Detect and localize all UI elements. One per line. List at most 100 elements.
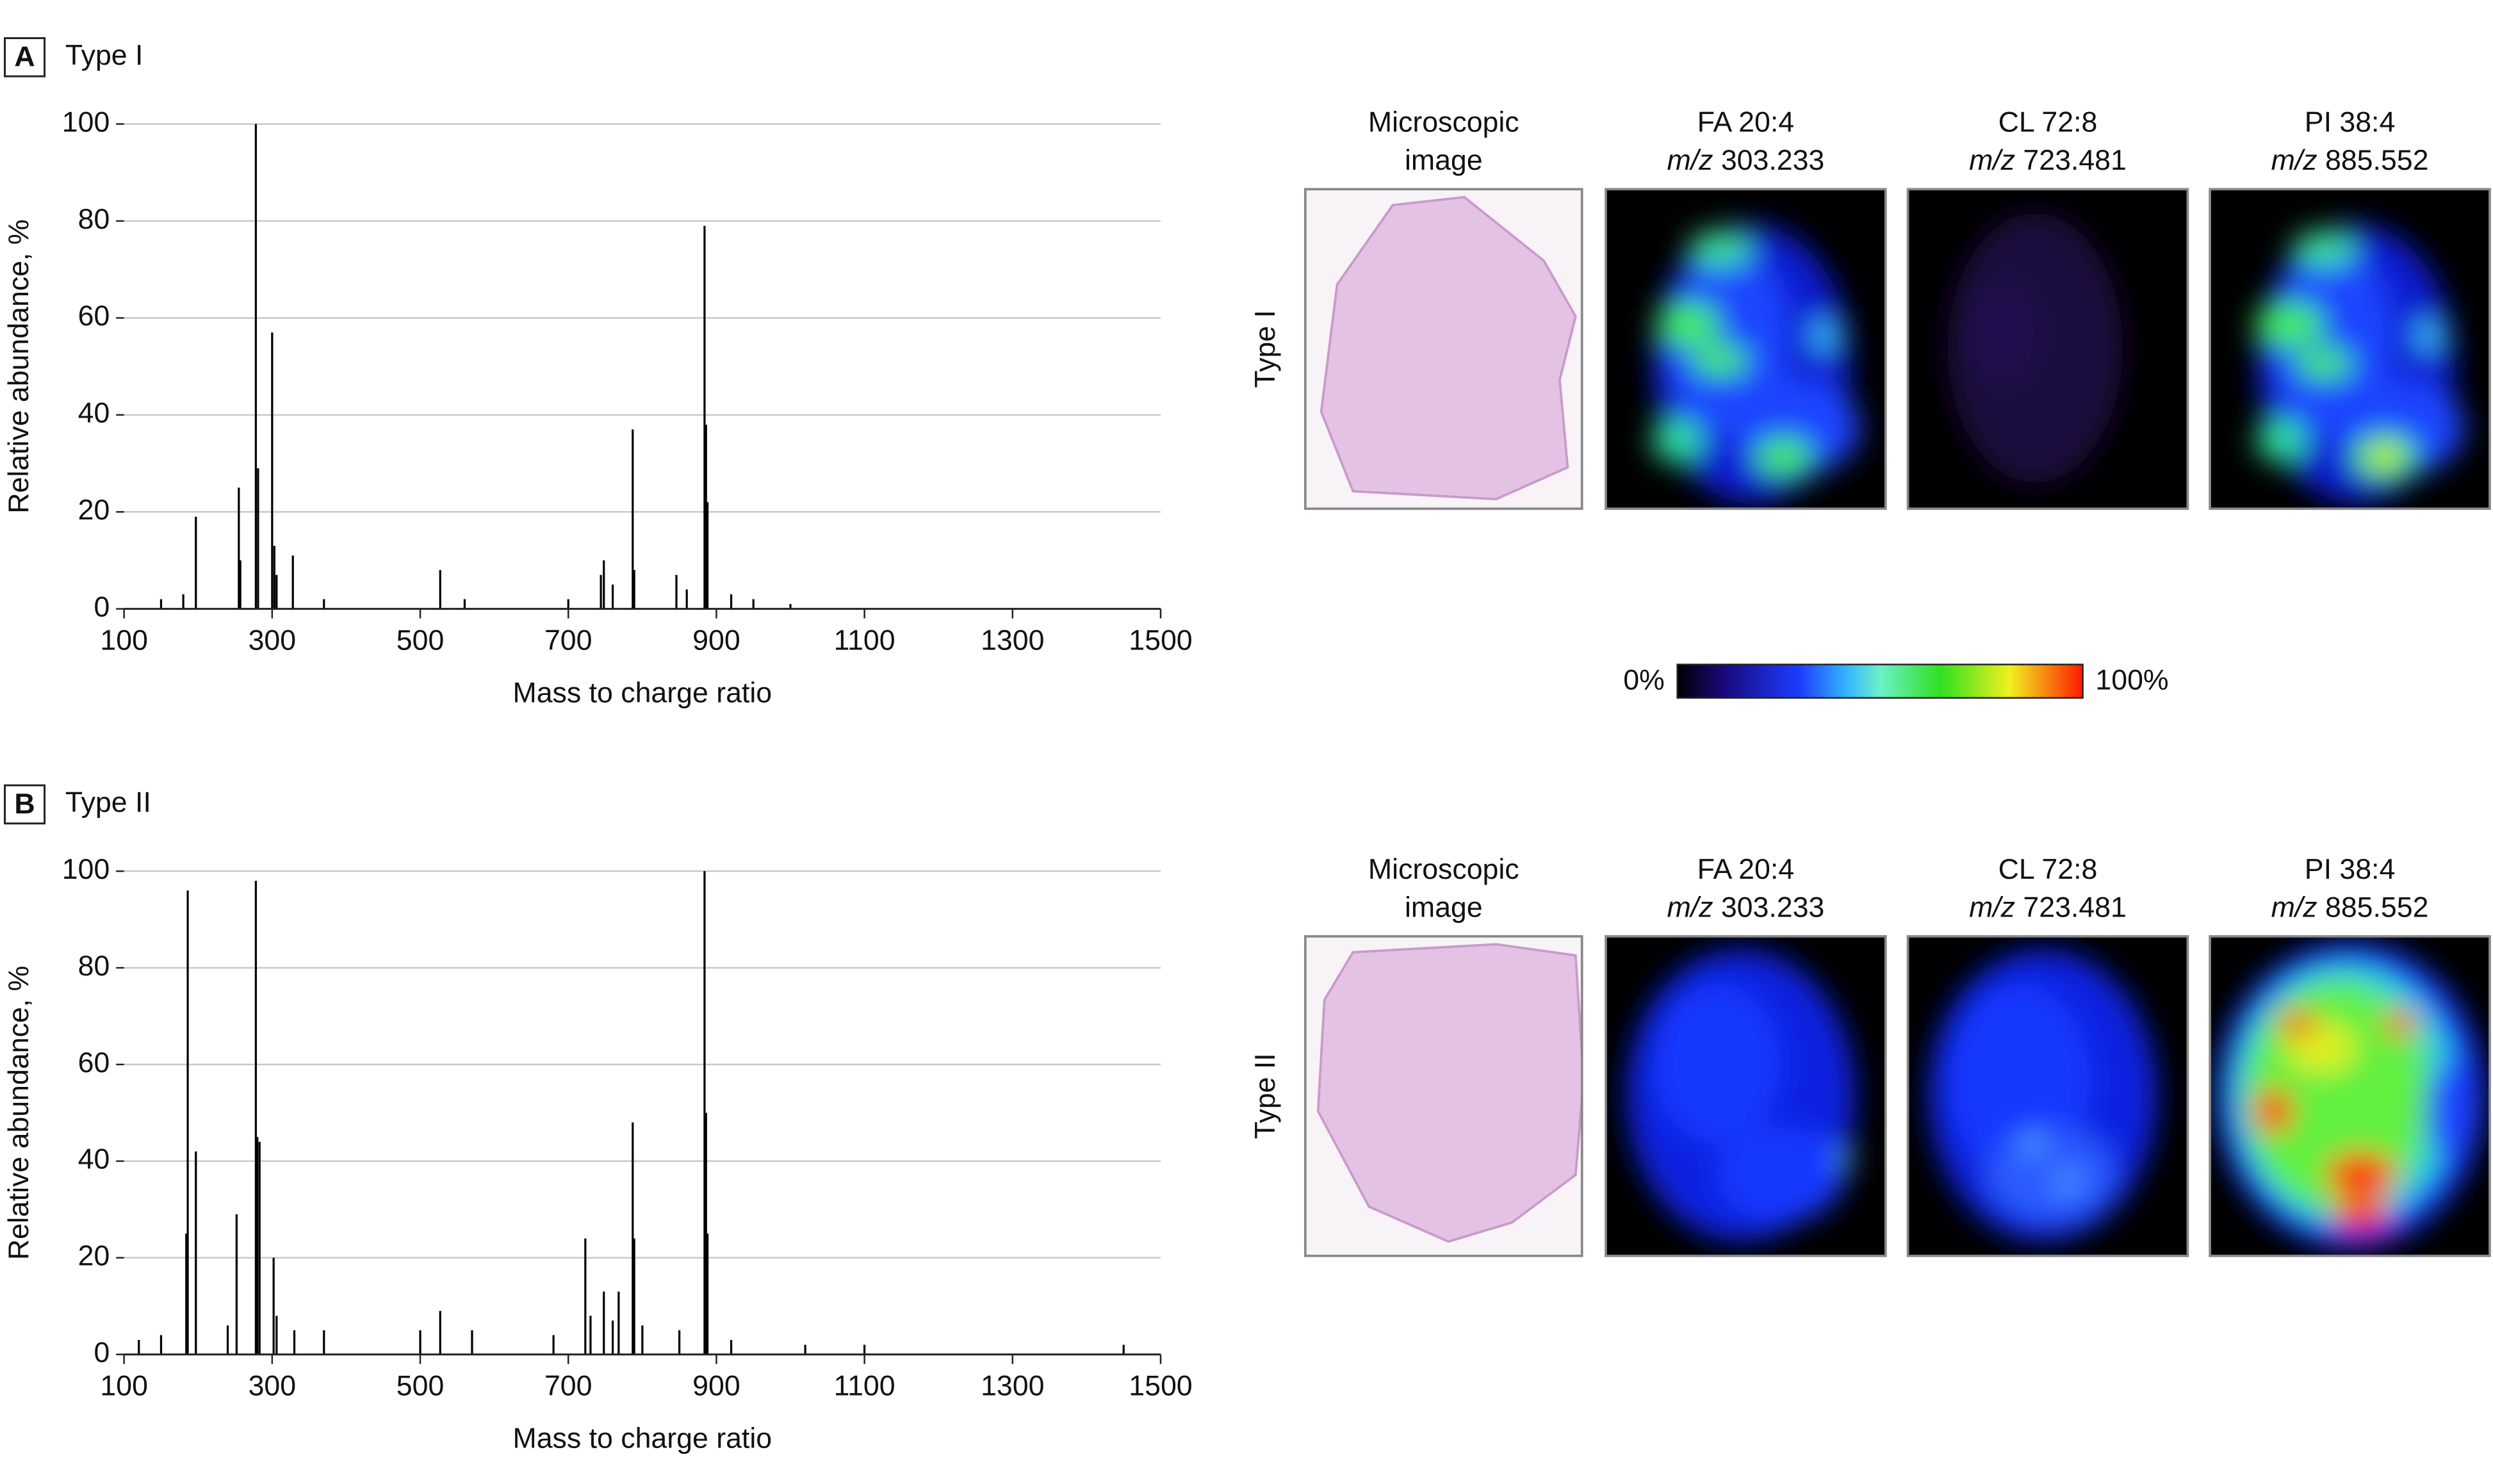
x-tick-label: 1500 <box>1129 625 1192 656</box>
panel-border <box>2209 935 2491 1257</box>
tissue <box>1316 943 1582 1243</box>
panel-border <box>1304 188 1583 510</box>
intensity-blob <box>2254 302 2325 347</box>
intensity-blob <box>2426 1063 2471 1159</box>
image-panel <box>2210 936 2490 1256</box>
intensity-map <box>1651 224 1861 504</box>
intensity-blob <box>2278 1011 2317 1037</box>
image-panel <box>1605 936 1886 1256</box>
intensity-blob <box>1688 230 1753 269</box>
panel-letter: A <box>14 42 35 73</box>
column-title: FA 20:4 <box>1697 106 1794 138</box>
y-tick-label: 60 <box>78 300 110 332</box>
intensity-blob <box>1656 302 1721 347</box>
column-subtitle: image <box>1405 892 1483 924</box>
image-panel <box>1908 189 2188 509</box>
column-mz: m/z 723.481 <box>1969 145 2127 176</box>
x-tick-label: 1500 <box>1129 1371 1192 1402</box>
intensity-blob <box>1987 1127 2115 1223</box>
panel-letter-box <box>4 784 46 825</box>
intensity-map <box>2216 942 2484 1248</box>
image-panel <box>1305 936 1582 1256</box>
panel-border <box>1906 935 2189 1257</box>
column-mz: m/z 723.481 <box>1969 892 2127 924</box>
x-tick-label: 300 <box>249 1371 297 1402</box>
image-panel <box>1908 936 2188 1256</box>
chart-title: Type II <box>65 787 151 819</box>
intensity-blob <box>2256 418 2307 463</box>
y-tick-label: 80 <box>78 204 110 235</box>
column-mz: m/z 885.552 <box>2271 145 2429 176</box>
column-title: CL 72:8 <box>1998 106 2098 138</box>
x-tick-label: 700 <box>544 1371 593 1402</box>
intensity-blob <box>1947 213 2123 484</box>
y-tick-label: 40 <box>78 1144 110 1175</box>
x-tick-label: 1300 <box>981 625 1044 656</box>
x-tick-label: 1100 <box>834 1371 895 1402</box>
intensity-map <box>1947 213 2123 484</box>
intensity-map <box>2254 224 2465 504</box>
x-tick-label: 900 <box>692 625 740 656</box>
x-tick-label: 500 <box>396 1371 445 1402</box>
colorbar-max-label: 100% <box>2095 665 2168 696</box>
panel-letter: B <box>14 788 35 820</box>
x-tick-label: 300 <box>249 625 297 656</box>
spectrum-chart: A Type I 0 20 40 60 80 100 100 300 500 700 900 1100 13… <box>3 37 1193 708</box>
intensity-blob <box>1653 984 1781 1143</box>
mz-label: m/z <box>1969 145 2015 176</box>
mz-label: m/z <box>2271 145 2317 176</box>
x-tick-label: 1100 <box>834 625 895 656</box>
panel-border <box>2209 188 2491 510</box>
intensity-blob <box>1812 319 1838 352</box>
mz-label: m/z <box>1667 892 1713 924</box>
chart-title: Type I <box>65 40 143 71</box>
y-tick-label: 100 <box>62 854 110 885</box>
intensity-blob <box>2416 319 2442 352</box>
x-tick-label: 1300 <box>981 1371 1044 1402</box>
panel-border <box>1906 188 2189 510</box>
y-tick-label: 100 <box>62 106 110 138</box>
intensity-blob <box>1947 984 2091 1175</box>
panel-border <box>1605 188 1887 510</box>
colorbar: 0% 100% <box>1623 664 2169 699</box>
panel-border <box>1304 935 1583 1257</box>
x-axis-label: Mass to charge ratio <box>513 677 772 708</box>
intensity-blob <box>2332 1198 2390 1231</box>
x-tick-label: 900 <box>692 1371 740 1402</box>
mz-value: 885.552 <box>2325 892 2428 924</box>
intensity-blob <box>1835 1149 1854 1169</box>
x-tick-label: 500 <box>396 625 445 656</box>
y-axis-label: Relative abundance, % <box>3 966 35 1260</box>
colorbar-min-label: 0% <box>1623 665 1665 696</box>
panel-letter-box <box>4 37 46 77</box>
intensity-blob <box>1971 284 2036 380</box>
intensity-blob <box>2372 446 2398 466</box>
tissue <box>1320 195 1577 501</box>
intensity-blob <box>2326 1152 2396 1197</box>
intensity-blob <box>1661 245 1789 436</box>
mz-value: 303.233 <box>1721 145 1824 176</box>
column-title: Microscopic <box>1368 854 1519 885</box>
y-tick-label: 0 <box>94 1337 110 1369</box>
mz-label: m/z <box>2271 892 2317 924</box>
intensity-blob <box>2265 245 2393 436</box>
column-subtitle: image <box>1405 145 1483 176</box>
y-tick-label: 80 <box>78 950 110 982</box>
column-title: Microscopic <box>1368 106 1519 138</box>
image-row: Type I Microscopic image FA 20:4 m/z 303.233 C… <box>1250 106 2491 510</box>
mz-label: m/z <box>1969 892 2015 924</box>
colorbar-gradient <box>1676 664 2084 699</box>
intensity-blob <box>2023 1135 2040 1152</box>
panel-border <box>1605 935 1887 1257</box>
mz-value: 723.481 <box>2023 145 2126 176</box>
intensity-blob <box>1691 345 1749 377</box>
y-axis-label: Relative abundance, % <box>3 219 35 513</box>
column-mz: m/z 303.233 <box>1667 145 1824 176</box>
x-tick-label: 100 <box>100 1371 148 1402</box>
y-tick-label: 20 <box>78 1241 110 1272</box>
intensity-blob <box>2059 1175 2075 1191</box>
mz-label: m/z <box>1667 145 1713 176</box>
intensity-blob <box>2296 348 2353 380</box>
